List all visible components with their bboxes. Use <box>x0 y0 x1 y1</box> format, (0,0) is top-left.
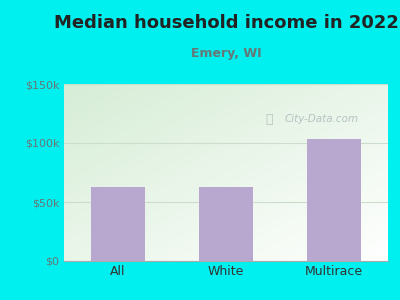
Bar <box>91 187 145 261</box>
Text: City-Data.com: City-Data.com <box>284 114 358 124</box>
Text: Median household income in 2022: Median household income in 2022 <box>54 14 398 32</box>
Bar <box>199 187 253 261</box>
Text: Emery, WI: Emery, WI <box>191 46 261 59</box>
Bar <box>307 140 361 261</box>
Text: ⓘ: ⓘ <box>265 113 272 126</box>
